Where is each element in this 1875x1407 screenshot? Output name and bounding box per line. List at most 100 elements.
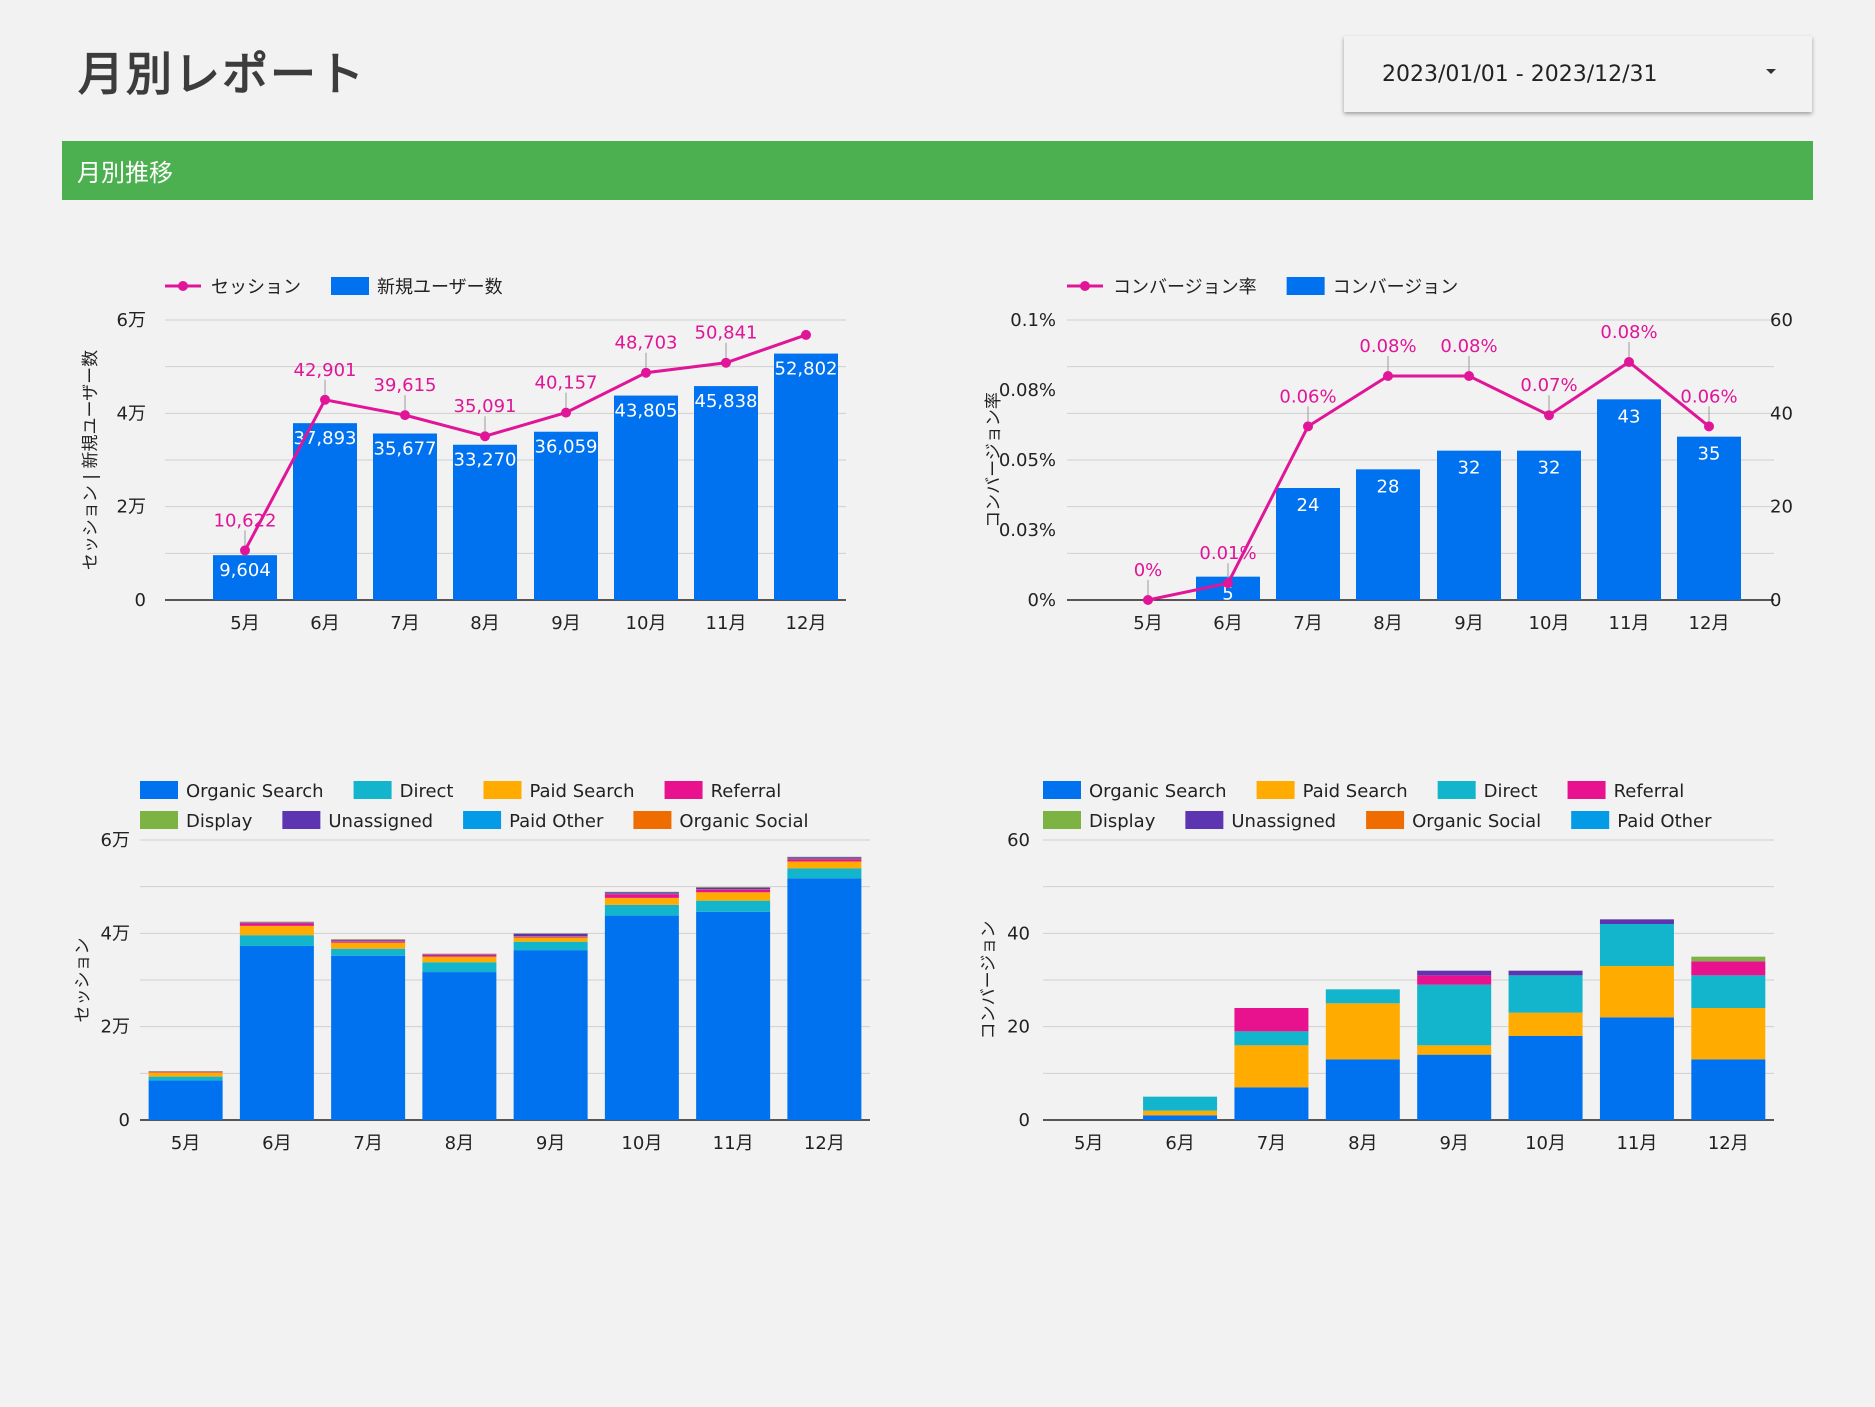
y-axis-label: コンバージョン xyxy=(979,921,999,1040)
y2-tick-label: 20 xyxy=(1770,497,1793,518)
bar-segment xyxy=(422,956,497,963)
legend-swatch xyxy=(282,811,321,829)
bar-segment xyxy=(331,939,406,941)
y-axis-label: セッション xyxy=(73,938,93,1023)
bar-segment xyxy=(331,942,406,949)
x-tick-label: 12月 xyxy=(786,613,827,634)
bar-segment xyxy=(696,887,771,889)
line-point xyxy=(480,431,490,442)
line-point xyxy=(641,367,651,378)
date-range-picker[interactable]: 2023/01/01 - 2023/12/31 xyxy=(1344,36,1812,112)
legend-label: Paid Search xyxy=(1303,781,1408,802)
bar-segment xyxy=(1325,989,1400,1004)
x-tick-label: 10月 xyxy=(1525,1133,1566,1154)
x-tick-label: 6月 xyxy=(1213,613,1242,634)
bar xyxy=(293,423,357,600)
x-tick-label: 11月 xyxy=(1609,613,1650,634)
x-tick-label: 7月 xyxy=(353,1133,382,1154)
y-tick-label: 0% xyxy=(1027,590,1056,611)
legend-swatch xyxy=(633,811,672,829)
bar-segment xyxy=(1508,1036,1583,1120)
x-tick-label: 5月 xyxy=(171,1133,200,1154)
legend-swatch xyxy=(1043,811,1081,829)
x-tick-label: 5月 xyxy=(230,613,259,634)
line-point xyxy=(1223,578,1233,589)
bar-segment xyxy=(1143,1110,1218,1116)
x-tick-label: 12月 xyxy=(1708,1133,1749,1154)
x-tick-label: 8月 xyxy=(1348,1133,1377,1154)
bar xyxy=(213,555,277,600)
x-tick-label: 5月 xyxy=(1074,1133,1103,1154)
x-tick-label: 7月 xyxy=(1257,1133,1286,1154)
page-title: 月別レポート xyxy=(78,47,366,101)
bar xyxy=(1356,469,1420,600)
bar xyxy=(1677,436,1741,600)
legend-swatch xyxy=(140,811,178,829)
bar xyxy=(1597,399,1661,600)
bar-segment xyxy=(1234,1031,1309,1046)
bar-data-label: 32 xyxy=(1538,458,1561,479)
bar-segment xyxy=(787,859,862,862)
bar-data-label: 43 xyxy=(1618,406,1641,427)
y-tick-label: 6万 xyxy=(117,310,146,331)
x-tick-label: 9月 xyxy=(551,613,580,634)
legend-swatch xyxy=(331,277,369,295)
bar-segment xyxy=(513,950,588,1120)
line-point xyxy=(721,357,731,368)
line-point xyxy=(1544,410,1554,421)
line-data-label: 42,901 xyxy=(294,360,357,381)
bar-segment xyxy=(1234,1087,1309,1120)
legend-swatch xyxy=(140,781,178,799)
x-tick-label: 11月 xyxy=(1616,1133,1657,1154)
x-tick-label: 6月 xyxy=(310,613,339,634)
bar-segment xyxy=(604,892,679,894)
x-tick-label: 11月 xyxy=(706,613,747,634)
legend-label: Referral xyxy=(711,781,782,802)
bar-segment xyxy=(422,954,497,957)
bar-segment xyxy=(239,925,314,936)
legend-label: Direct xyxy=(1484,781,1538,802)
chevron-down-icon[interactable] xyxy=(1766,69,1776,74)
bar-segment xyxy=(239,923,314,926)
section-title: 月別推移 xyxy=(77,159,173,187)
legend-label: Display xyxy=(1089,811,1156,832)
x-tick-label: 7月 xyxy=(390,613,419,634)
x-tick-label: 9月 xyxy=(1454,613,1483,634)
line-data-label: 10,622 xyxy=(214,510,277,531)
bar xyxy=(694,386,758,600)
bar-segment xyxy=(239,935,314,946)
bar-data-label: 33,270 xyxy=(454,450,517,471)
legend-label: Unassigned xyxy=(328,811,433,832)
bar-data-label: 5 xyxy=(1222,584,1233,605)
bar-data-label: 43,805 xyxy=(615,401,678,422)
bar-segment xyxy=(1417,1045,1492,1055)
bar-data-label: 32 xyxy=(1458,458,1481,479)
legend-swatch xyxy=(1437,781,1476,799)
bar-segment xyxy=(1508,970,1583,976)
bar-segment xyxy=(1508,975,1583,1013)
bar-segment xyxy=(1325,1059,1400,1120)
line-data-label: 0.08% xyxy=(1440,336,1497,357)
legend-label: セッション xyxy=(211,277,301,298)
y-tick-label: 0 xyxy=(1019,1110,1030,1131)
line-data-label: 35,091 xyxy=(454,396,517,417)
x-tick-label: 12月 xyxy=(804,1133,845,1154)
y-tick-label: 6万 xyxy=(101,830,130,851)
legend-swatch xyxy=(664,781,703,799)
bar-data-label: 45,838 xyxy=(695,391,758,412)
y2-tick-label: 40 xyxy=(1770,403,1793,424)
x-tick-label: 8月 xyxy=(445,1133,474,1154)
legend-swatch xyxy=(1567,781,1606,799)
y-tick-label: 0.1% xyxy=(1010,310,1056,331)
bar xyxy=(614,395,678,600)
legend-swatch xyxy=(1366,811,1405,829)
bar-segment xyxy=(604,897,679,905)
bar-segment xyxy=(1234,1008,1309,1032)
bar-segment xyxy=(513,941,588,951)
line-point xyxy=(240,545,250,556)
bar-segment xyxy=(1417,984,1492,1046)
bar-segment xyxy=(604,894,679,898)
y-axis-label: セッション | 新規ユーザー数 xyxy=(81,350,101,570)
line-data-label: 48,703 xyxy=(615,333,678,354)
